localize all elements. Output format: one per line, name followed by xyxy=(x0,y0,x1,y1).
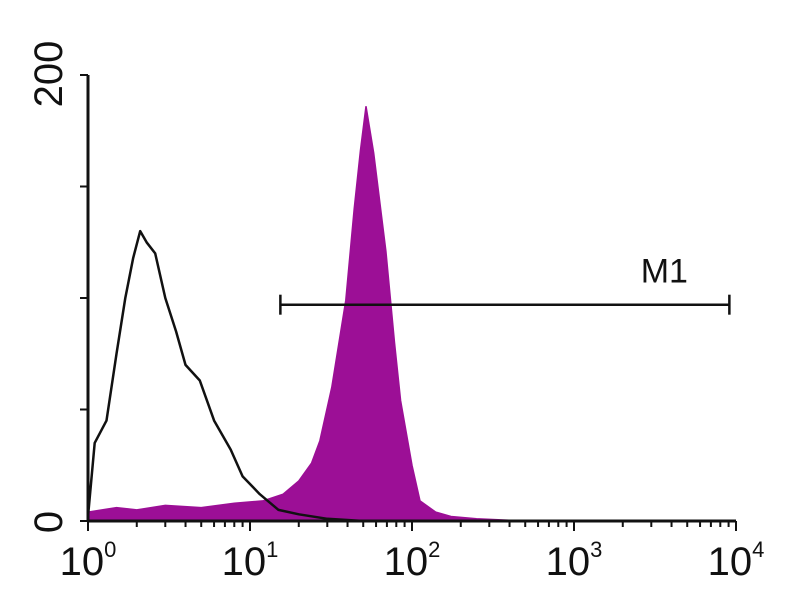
y-tick-label-0: 0 xyxy=(27,511,71,533)
marker-layer: M1 xyxy=(279,253,731,315)
x-tick-label: 102 xyxy=(384,537,441,584)
series-layer xyxy=(86,106,736,523)
ticks-layer xyxy=(80,74,737,531)
series-outline-histogram xyxy=(86,229,412,523)
y-tick-label-text: 200 xyxy=(27,41,71,108)
x-tick-exponent: 2 xyxy=(428,537,440,562)
x-tick-exponent: 1 xyxy=(266,537,278,562)
x-tick-base: 10 xyxy=(708,540,753,584)
x-tick-label: 103 xyxy=(546,537,603,584)
x-tick-base: 10 xyxy=(546,540,591,584)
x-tick-exponent: 0 xyxy=(104,537,116,562)
x-tick-label: 100 xyxy=(60,537,117,584)
x-tick-exponent: 3 xyxy=(590,537,602,562)
x-tick-label: 101 xyxy=(222,537,279,584)
x-tick-base: 10 xyxy=(60,540,105,584)
y-tick-label-200: 200 xyxy=(27,41,71,108)
x-tick-base: 10 xyxy=(384,540,429,584)
y-tick-label-text: 0 xyxy=(27,511,71,533)
x-tick-base: 10 xyxy=(222,540,267,584)
m1-marker-label: M1 xyxy=(641,253,688,291)
x-tick-exponent: 4 xyxy=(752,537,764,562)
x-tick-label: 104 xyxy=(708,537,765,584)
series-filled-histogram xyxy=(87,106,736,522)
x-tick-labels: 100 101 102 103 104 xyxy=(60,537,765,584)
